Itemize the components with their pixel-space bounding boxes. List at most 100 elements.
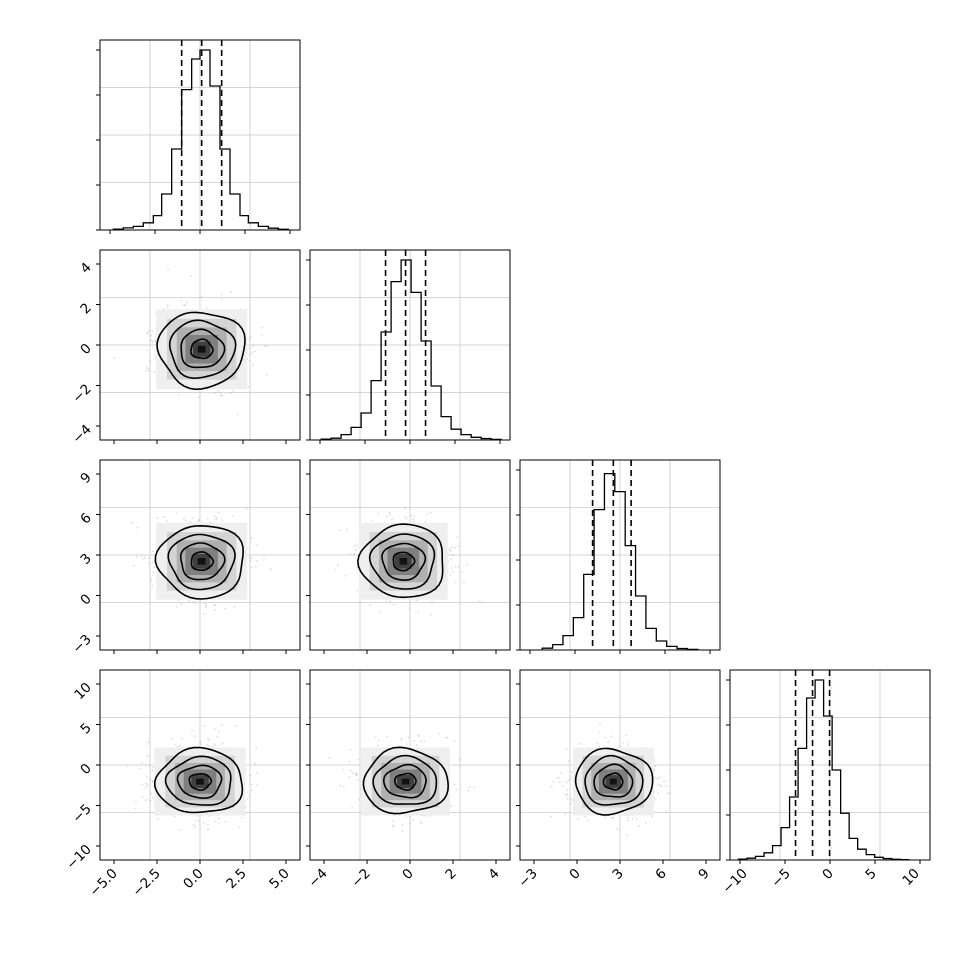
p2-vs-p1-point: [148, 369, 151, 372]
p4-vs-p2-point: [438, 732, 441, 735]
p2-vs-p1-point: [166, 306, 169, 309]
p4-vs-p2-point: [454, 740, 456, 743]
p4-vs-p2-point: [455, 788, 458, 791]
p3-vs-p1-point: [215, 517, 218, 519]
p4-vs-p2-point: [446, 736, 449, 739]
p4-vs-p2-point: [351, 772, 354, 775]
p3-vs-p2-point: [412, 518, 414, 521]
p4-vs-p2-point: [469, 786, 471, 789]
p2-vs-p1-point: [214, 392, 216, 395]
p2-vs-p1-point: [149, 360, 152, 363]
p4-vs-p1-point: [134, 800, 137, 803]
p4-vs-p2-point: [349, 748, 352, 751]
p2-vs-p1-point: [248, 347, 251, 350]
p3-vs-p2-point: [355, 548, 357, 551]
p3-vs-p1-point: [255, 544, 258, 547]
p3-vs-p2-point: [355, 544, 358, 547]
p3-vs-p1-point: [232, 515, 235, 518]
p4-vs-p1-point: [203, 725, 206, 727]
p2-vs-p1-point: [167, 268, 170, 271]
p4-vs-p1-point: [255, 784, 258, 787]
p3-vs-p2-point: [369, 604, 372, 606]
p4-vs-p2-point: [411, 819, 414, 821]
p3-vs-p1-point: [250, 557, 253, 560]
p3-vs-p2-point: [405, 517, 408, 520]
p3-vs-p2-point: [426, 513, 429, 515]
p2-vs-p1-point: [147, 367, 150, 370]
p4-vs-p3-point: [596, 742, 599, 744]
p4-vs-p3-point: [570, 798, 572, 800]
p3-vs-p2-point: [391, 518, 393, 520]
p4-vs-p3-point: [656, 778, 659, 780]
p4-vs-p3-point: [578, 742, 581, 745]
p2-vs-p1-point: [265, 373, 268, 376]
p2-vs-p1-point: [154, 357, 157, 359]
p2-vs-p1-point: [147, 329, 150, 332]
p3-vs-p2-point: [449, 550, 452, 552]
p3-vs-p1-point: [213, 604, 216, 606]
p3-vs-p1-point: [142, 557, 145, 560]
p3-vs-p2-point: [413, 515, 416, 518]
p2-vs-p1-point: [184, 304, 187, 307]
p3-vs-p1-point: [250, 537, 253, 539]
hist-4-step-line: [737, 679, 910, 861]
p4-vs-p1-point: [211, 745, 214, 748]
p4-vs-p2-point: [349, 769, 352, 772]
p4-vs-p3-point: [552, 780, 555, 783]
p4-vs-p2-point: [348, 760, 351, 763]
p3-vs-p1-point: [151, 561, 154, 564]
p4-vs-p2-point: [412, 740, 415, 742]
p3-vs-p1-point: [248, 556, 251, 558]
p3-vs-p2-point: [338, 529, 341, 531]
p4-vs-p2-point: [328, 756, 331, 759]
p4-vs-p2-point: [374, 736, 377, 738]
p3-vs-p2-point: [344, 575, 346, 577]
p3-vs-p1-point: [213, 515, 216, 518]
p4-vs-p1-point: [144, 786, 147, 789]
p4-vs-p1-point: [126, 765, 129, 768]
p4-vs-p3-point: [604, 737, 607, 739]
p4-vs-p2-point: [378, 739, 380, 742]
p2-vs-p1-point: [189, 275, 192, 277]
p4-vs-p2-point: [450, 804, 452, 807]
p2-vs-p1-point: [230, 392, 233, 395]
p3-vs-p1-point: [249, 560, 252, 562]
p4-vs-p1-point: [202, 822, 205, 824]
p3-vs-p1-panel: [96, 459, 301, 654]
p4-vs-p1-point: [207, 738, 210, 741]
p2-vs-p1-point: [248, 360, 251, 363]
p2-vs-p1-density-block-5: [197, 345, 206, 353]
p4-vs-p1-point: [240, 817, 243, 819]
p4-vs-p1-point: [145, 743, 148, 745]
p3-vs-p1-point: [202, 613, 205, 615]
p4-vs-p2-point: [409, 815, 412, 818]
p4-vs-p2-point: [415, 744, 418, 746]
p3-vs-p1-point: [150, 578, 152, 581]
p3-vs-p1-point: [270, 568, 272, 571]
hist-2-step-line: [320, 259, 502, 441]
p3-vs-p1-point: [166, 520, 169, 522]
p4-vs-p1-point: [250, 783, 253, 786]
p4-vs-p2-point: [418, 735, 420, 738]
p4-vs-p1-point: [191, 729, 194, 732]
p3-vs-p1-point: [136, 526, 139, 529]
p2-vs-p1-contour-2: [168, 319, 237, 380]
p2-vs-p1-point: [265, 345, 268, 348]
hist-3-step-line: [541, 472, 699, 651]
p3-vs-p1-point: [189, 521, 192, 524]
p2-vs-p1-contour-0: [190, 338, 214, 360]
p2-vs-p1-point: [216, 389, 219, 392]
p3-vs-p1-point: [149, 581, 152, 583]
p3-vs-p2-point: [378, 610, 381, 613]
p3-vs-p2-point: [466, 563, 469, 566]
p3-vs-p2-point: [404, 516, 406, 518]
p4-vs-p1-point: [221, 723, 224, 726]
p4-vs-p2-point: [400, 737, 403, 740]
p3-vs-p2-point: [478, 600, 481, 603]
p3-vs-p2-point: [424, 520, 427, 523]
p2-vs-p1-point: [250, 351, 253, 354]
p3-vs-p2-point: [463, 581, 465, 584]
p4-vs-p1-point: [194, 735, 196, 738]
